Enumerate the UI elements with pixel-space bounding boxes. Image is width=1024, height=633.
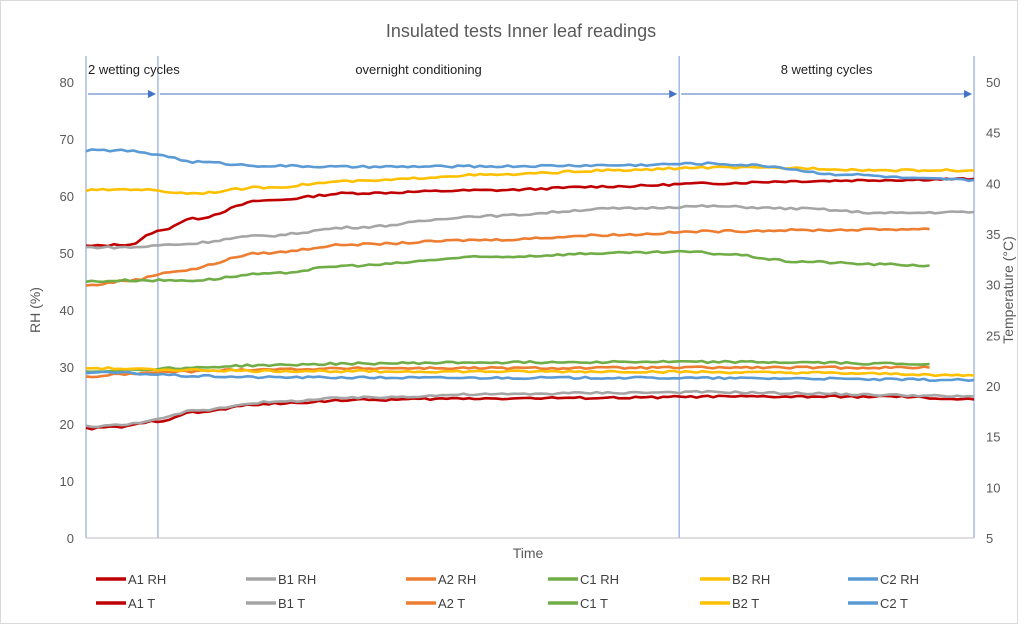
legend-label: B1 T — [278, 596, 305, 611]
phase-dividers — [85, 56, 975, 538]
legend: A1 RH B1 RH A2 RH C1 RH B2 RH C2 RH A1 T B1 T A2… — [96, 572, 919, 611]
series-line-b2-t — [86, 366, 975, 378]
x-axis-title: Time — [513, 545, 544, 561]
series-line-a1-t — [85, 394, 975, 431]
series-line-c1-rh — [85, 249, 930, 284]
y2-tick-label: 50 — [986, 75, 1000, 90]
legend-label: A1 RH — [128, 572, 166, 587]
series-lines — [85, 148, 975, 431]
y-tick-label: 70 — [60, 132, 74, 147]
y-tick-label: 50 — [60, 246, 74, 261]
legend-label: B2 T — [732, 596, 759, 611]
y-tick-label: 10 — [60, 474, 74, 489]
y2-tick-label: 20 — [986, 379, 1000, 394]
phase-annotations: 2 wetting cycles overnight conditioning 8 … — [88, 62, 972, 98]
legend-label: C2 T — [880, 596, 908, 611]
series-line-c2-rh — [85, 148, 975, 183]
series-line-b1-t — [85, 389, 975, 429]
y2-axis-title: Temperature (°C) — [1000, 236, 1016, 344]
chart-title: Insulated tests Inner leaf readings — [386, 21, 656, 41]
series-line-a1-rh — [85, 177, 975, 248]
y-tick-label: 20 — [60, 417, 74, 432]
phase-arrowhead — [147, 90, 156, 98]
y2-tick-label: 5 — [986, 531, 993, 546]
legend-label: A2 RH — [438, 572, 476, 587]
phase-label: 8 wetting cycles — [781, 62, 873, 77]
y-tick-label: 0 — [67, 531, 74, 546]
y-tick-label: 40 — [60, 303, 74, 318]
series-line-c1-t — [85, 359, 930, 374]
y2-tick-label: 25 — [986, 328, 1000, 343]
y-tick-label: 80 — [60, 75, 74, 90]
legend-label: C1 RH — [580, 572, 619, 587]
legend-label: A2 T — [438, 596, 465, 611]
y2-tick-label: 40 — [986, 176, 1000, 191]
phase-arrowhead — [964, 90, 972, 98]
legend-label: C1 T — [580, 596, 608, 611]
y2-tick-label: 15 — [986, 430, 1000, 445]
phase-label: overnight conditioning — [355, 62, 481, 77]
series-line-a2-t — [85, 365, 930, 379]
legend-label: A1 T — [128, 596, 155, 611]
y2-tick-label: 45 — [986, 126, 1000, 141]
legend-label: C2 RH — [880, 572, 919, 587]
phase-label: 2 wetting cycles — [88, 62, 180, 77]
y-tick-label: 60 — [60, 189, 74, 204]
y2-tick-label: 30 — [986, 278, 1000, 293]
legend-label: B1 RH — [278, 572, 316, 587]
y-tick-label: 30 — [60, 360, 74, 375]
series-line-a2-rh — [85, 227, 930, 287]
series-line-c2-t — [85, 370, 975, 382]
series-line-b2-rh — [85, 165, 975, 196]
phase-arrowhead — [669, 90, 678, 98]
axes: 0 10 20 30 40 50 60 70 80 5 10 15 20 25 30 35 40 45 50 — [60, 75, 1001, 546]
legend-label: B2 RH — [732, 572, 770, 587]
y2-tick-label: 10 — [986, 480, 1000, 495]
y-axis-title: RH (%) — [27, 287, 43, 333]
series-line-b1-rh — [85, 204, 975, 250]
y2-tick-label: 35 — [986, 227, 1000, 242]
